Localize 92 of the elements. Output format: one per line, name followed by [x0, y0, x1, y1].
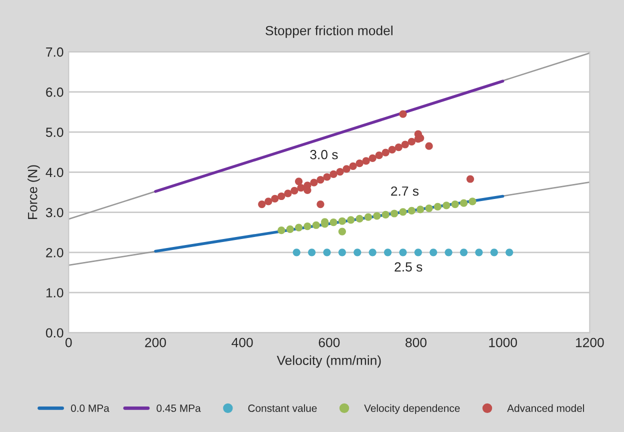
point: [444, 248, 452, 256]
y-tick-label: 2.0: [46, 248, 64, 258]
annotation: 2.5 s: [394, 262, 422, 272]
legend-label: Velocity dependence: [364, 404, 460, 414]
y-axis-title: Force (N): [28, 165, 40, 220]
point: [414, 130, 422, 138]
point: [425, 142, 433, 150]
point: [390, 210, 398, 218]
legend-label: 0.0 MPa: [70, 404, 110, 412]
point: [442, 202, 450, 210]
point: [399, 110, 407, 118]
point: [368, 154, 376, 162]
point: [460, 199, 468, 207]
point: [284, 190, 292, 198]
point: [264, 198, 272, 206]
point: [506, 248, 514, 256]
point: [338, 217, 346, 225]
y-tick-label: 1.0: [46, 288, 64, 298]
point: [338, 248, 346, 256]
point: [356, 160, 364, 168]
point: [258, 200, 266, 208]
point: [330, 218, 338, 226]
x-tick-label: 800: [406, 338, 426, 348]
chart-title: Stopper friction model: [266, 26, 392, 38]
point: [308, 248, 316, 256]
y-tick-label: 6.0: [46, 88, 64, 97]
point: [468, 198, 476, 206]
point: [451, 200, 459, 208]
legend-label: 0.45 MPa: [156, 404, 201, 412]
y-tick-label: 3.0: [46, 208, 64, 218]
point: [382, 148, 390, 156]
point: [388, 146, 396, 154]
annotation: 2.7 s: [391, 186, 419, 196]
point: [278, 192, 286, 200]
point: [336, 168, 344, 176]
point: [394, 144, 402, 152]
point: [414, 248, 422, 256]
point: [338, 228, 346, 236]
point: [347, 216, 355, 224]
point: [294, 224, 303, 232]
point: [310, 178, 318, 186]
y-tick-label: 7.0: [46, 47, 64, 57]
x-tick-label: 600: [318, 338, 340, 348]
point: [466, 175, 474, 183]
legend-label: Constant value: [248, 404, 317, 412]
point: [384, 248, 392, 256]
point: [294, 178, 303, 186]
point: [416, 206, 424, 214]
point: [401, 140, 409, 148]
point: [290, 186, 298, 194]
point: [312, 221, 320, 229]
point: [304, 222, 312, 230]
x-tick-label: 200: [145, 338, 166, 348]
point: [349, 162, 357, 170]
point: [364, 213, 372, 221]
point: [382, 210, 390, 219]
point: [323, 173, 331, 181]
point: [286, 225, 294, 233]
point: [292, 248, 300, 256]
point: [323, 248, 331, 256]
y-tick-label: 4.0: [46, 168, 64, 178]
point: [354, 248, 362, 256]
point: [373, 212, 381, 220]
point: [368, 248, 376, 256]
point: [430, 248, 438, 256]
x-tick-label: 1000: [489, 338, 517, 348]
point: [408, 206, 416, 214]
point: [408, 138, 416, 146]
point: [342, 165, 350, 173]
y-tick-label: 0.0: [46, 328, 64, 338]
point: [375, 152, 383, 160]
point: [460, 248, 468, 256]
legend-label: Advanced model: [507, 404, 584, 412]
point: [475, 248, 483, 256]
point: [278, 226, 286, 234]
point: [425, 204, 433, 212]
x-tick-label: 0: [65, 338, 72, 348]
point: [490, 248, 498, 256]
annotation: 3.0 s: [310, 150, 338, 160]
x-tick-label: 400: [232, 338, 253, 348]
point: [362, 157, 370, 165]
point: [434, 202, 442, 210]
y-tick-label: 5.0: [46, 128, 64, 137]
point: [330, 170, 338, 178]
x-tick-label: 1200: [576, 338, 604, 348]
point: [356, 214, 364, 223]
point: [316, 200, 324, 208]
point: [271, 194, 279, 202]
point: [399, 208, 407, 216]
x-axis-title: Velocity (mm/min): [276, 355, 381, 368]
point: [399, 248, 407, 256]
point: [316, 176, 324, 184]
